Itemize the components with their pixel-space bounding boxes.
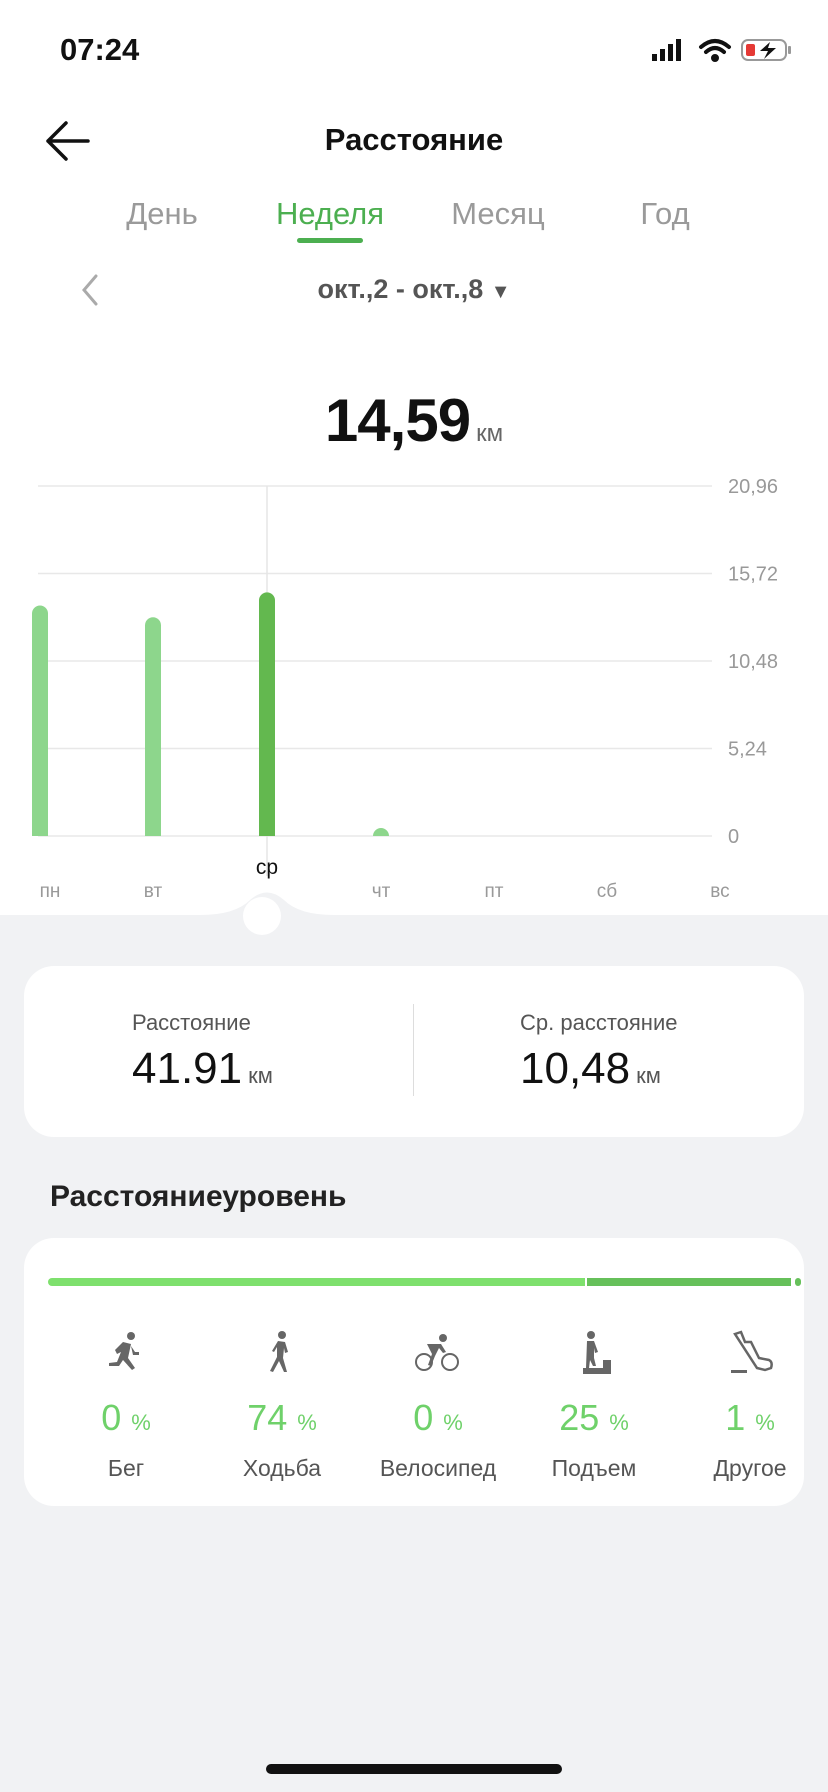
activity-percent: 0% [413,1397,463,1438]
battery-icon [741,39,791,61]
bar-пн[interactable] [32,605,48,836]
avg-distance-label: Ср. расстояние [520,1010,678,1035]
selected-value-unit: км [476,420,504,447]
section-title: Расстояниеуровень [50,1180,347,1213]
shoe-icon [731,1330,773,1373]
activity-percent: 25% [559,1397,629,1438]
top-panel [0,0,828,915]
activity-2: 0% Велосипед [360,1330,516,1482]
climbing-icon [583,1331,611,1374]
x-tick-label: чт [372,881,391,902]
page-title: Расстояние [324,122,504,157]
y-tick-label: 5,24 [728,739,767,761]
activity-0: 0% Бег [48,1330,204,1482]
back-arrow-icon[interactable] [44,120,92,162]
total-distance-unit: км [248,1063,273,1088]
x-tick-label: вс [710,881,729,902]
y-tick-label: 20,96 [728,476,778,498]
divider [413,1004,414,1096]
tab-year[interactable]: Год [640,196,690,231]
signal-icon [652,39,681,61]
x-tick-label: ср [256,856,278,879]
tab-day[interactable]: День [126,196,198,231]
avg-distance: Ср. расстояние 10,48 км [520,1010,677,1094]
activity-label: Велосипед [379,1455,497,1481]
cycling-icon [415,1334,459,1371]
status-time: 07:24 [60,32,140,67]
activity-label: Подъем [551,1455,637,1481]
selected-value: 14,59 км [0,386,828,455]
dropdown-triangle-icon: ▼ [490,281,511,303]
activity-percent: 74% [247,1397,317,1438]
activity-progress-bar [48,1278,801,1286]
date-range: окт.,2 - окт.,8 [317,274,484,304]
other-segment [795,1278,801,1286]
x-tick-label: пт [485,881,504,902]
activity-1: 74% Ходьба [204,1330,360,1482]
tab-underline [297,238,363,243]
bar-вт[interactable] [145,617,161,836]
home-indicator[interactable] [266,1764,562,1774]
activity-label: Ходьба [242,1455,322,1481]
tab-week[interactable]: Неделя [275,196,385,231]
activity-label: Другое [713,1455,787,1481]
climbing-segment [611,1278,791,1286]
date-range-selector[interactable]: окт.,2 - окт.,8 ▼ [0,274,828,305]
y-tick-label: 0 [728,826,739,848]
x-tick-label: сб [597,881,618,902]
y-tick-label: 10,48 [728,651,778,673]
total-distance-value: 41.91 [132,1044,243,1093]
bar-чт[interactable] [373,828,389,836]
summary-card: Расстояние 41.91 км Ср. расстояние 10,48 к… [24,966,804,1137]
panel-edge [0,915,828,950]
avg-distance-unit: км [636,1063,661,1088]
wifi-icon [699,39,731,62]
activity-card [24,1238,804,1506]
prev-period-icon[interactable] [78,272,102,308]
bar-ср[interactable] [259,592,275,836]
running-icon [109,1332,139,1370]
selected-value-number: 14,59 [324,387,471,454]
x-tick-label: вт [144,881,163,902]
status-icons [652,39,791,62]
total-distance: Расстояние 41.91 км [132,1010,273,1094]
tab-month[interactable]: Месяц [451,196,545,231]
activity-percent: 1% [725,1397,775,1438]
distance-chart[interactable]: 0 5,24 10,48 15,72 20,96 пн вт ср чт пт сб вс [0,470,828,950]
activity-label: Бег [107,1455,145,1481]
walking-segment [48,1278,605,1286]
total-distance-label: Расстояние [132,1010,251,1035]
avg-distance-value: 10,48 [520,1044,631,1093]
activity-percent: 0% [101,1397,151,1438]
walking-icon [270,1331,288,1372]
x-tick-label: пн [40,881,61,902]
selection-handle[interactable] [243,897,281,935]
y-tick-label: 15,72 [728,564,778,586]
activity-4: 1% Другое [672,1330,828,1482]
activity-3: 25% Подъем [516,1330,672,1482]
